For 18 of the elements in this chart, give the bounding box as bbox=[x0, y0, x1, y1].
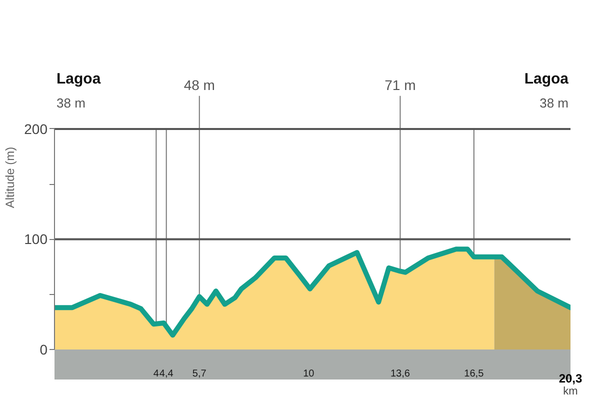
y-tick-label: 200 bbox=[24, 120, 48, 137]
x-tick-label: 20,3 bbox=[558, 372, 583, 386]
x-tick-label: 5,7 bbox=[192, 368, 207, 380]
y-axis-title: Altitude (m) bbox=[3, 146, 18, 208]
x-tick-label: 13,6 bbox=[390, 368, 410, 380]
text: 38 m bbox=[540, 95, 569, 110]
y-tick-label: 0 bbox=[40, 342, 48, 358]
x-tick-label: 4,4 bbox=[159, 368, 174, 380]
x-tick-label: 16,5 bbox=[464, 368, 484, 380]
text: Lagoa bbox=[524, 70, 570, 88]
text: 38 m bbox=[56, 95, 86, 110]
x-tick-label: 4 bbox=[153, 368, 160, 380]
text: Lagoa bbox=[56, 70, 102, 88]
x-axis-title: km bbox=[563, 386, 578, 398]
x-tick-label: 10 bbox=[303, 368, 315, 380]
y-tick-label: 100 bbox=[24, 231, 48, 248]
ref-line-label: 48 m bbox=[184, 76, 215, 93]
ref-line-label: 71 m bbox=[384, 76, 416, 93]
